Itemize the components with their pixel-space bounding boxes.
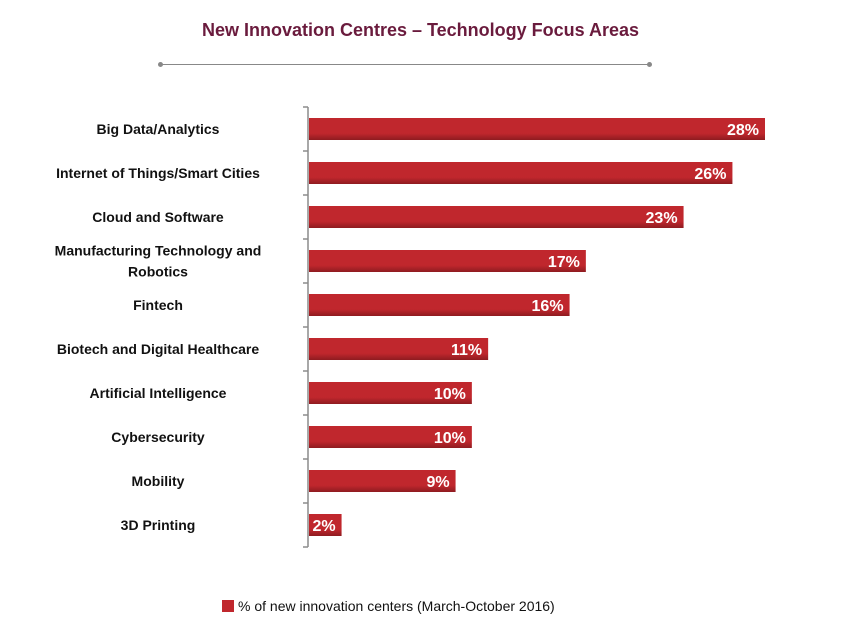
- bar: [309, 338, 489, 360]
- category-label: 3D Printing: [121, 517, 196, 533]
- bar-value-label: 23%: [646, 210, 678, 227]
- category-label: Cybersecurity: [111, 429, 205, 445]
- bar-value-label: 10%: [434, 430, 466, 447]
- category-label: Internet of Things/Smart Cities: [56, 165, 260, 181]
- category-label: Fintech: [133, 297, 183, 313]
- category-label-line: Fintech: [133, 297, 183, 313]
- category-label-line: Big Data/Analytics: [97, 121, 220, 137]
- category-label: Artificial Intelligence: [90, 385, 227, 401]
- category-label-line: Cloud and Software: [92, 209, 224, 225]
- category-label: Biotech and Digital Healthcare: [57, 341, 259, 357]
- category-label-line: Manufacturing Technology and: [55, 243, 262, 259]
- bar-value-label: 9%: [426, 474, 449, 491]
- bar-value-label: 2%: [312, 518, 335, 535]
- title-divider: [158, 62, 652, 67]
- bar: [309, 118, 765, 140]
- category-label: Mobility: [132, 473, 185, 489]
- chart-title: New Innovation Centres – Technology Focu…: [201, 20, 640, 40]
- legend-swatch: [222, 600, 234, 612]
- category-label: Cloud and Software: [92, 209, 224, 225]
- bar: [309, 382, 472, 404]
- legend-label: % of new innovation centers (March-Octob…: [238, 598, 555, 614]
- category-label-line: Artificial Intelligence: [90, 385, 227, 401]
- bar-value-label: 16%: [532, 298, 564, 315]
- bar-value-label: 17%: [548, 254, 580, 271]
- category-label: Big Data/Analytics: [97, 121, 220, 137]
- bar: [309, 294, 570, 316]
- bar: [309, 470, 456, 492]
- bar-value-label: 28%: [727, 122, 759, 139]
- category-label-line: Internet of Things/Smart Cities: [56, 165, 260, 181]
- bar-value-label: 11%: [451, 342, 482, 359]
- bar: [309, 250, 586, 272]
- category-label-line: 3D Printing: [121, 517, 196, 533]
- bar: [309, 162, 733, 184]
- category-label-line: Mobility: [132, 473, 185, 489]
- category-label-line: Biotech and Digital Healthcare: [57, 341, 259, 357]
- bar-value-label: 26%: [694, 166, 726, 183]
- category-label-line: Robotics: [128, 264, 188, 280]
- bar: [309, 426, 472, 448]
- legend: % of new innovation centers (March-Octob…: [222, 598, 555, 614]
- bar: [309, 514, 342, 536]
- category-label-line: Cybersecurity: [111, 429, 205, 445]
- bar: [309, 206, 684, 228]
- bar-value-label: 10%: [434, 386, 466, 403]
- category-label: Manufacturing Technology and Robotics: [55, 243, 262, 280]
